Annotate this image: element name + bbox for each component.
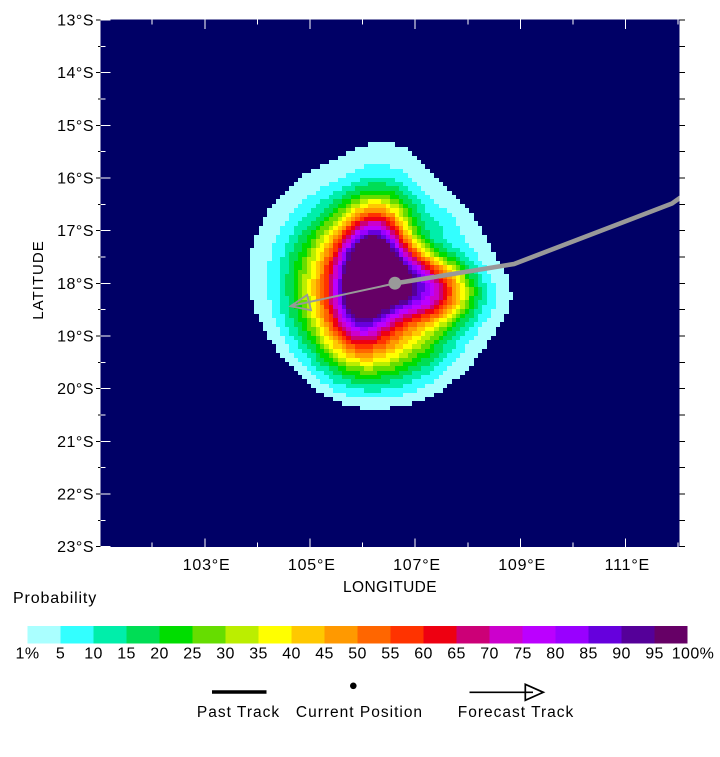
svg-text:15°S: 15°S — [57, 118, 94, 135]
svg-text:25: 25 — [183, 646, 202, 663]
svg-text:107°E: 107°E — [393, 557, 441, 574]
svg-text:5: 5 — [56, 646, 65, 663]
svg-text:65: 65 — [447, 646, 466, 663]
svg-text:16°S: 16°S — [57, 171, 94, 188]
svg-text:10: 10 — [84, 646, 103, 663]
svg-text:19°S: 19°S — [57, 329, 94, 346]
svg-text:109°E: 109°E — [498, 557, 546, 574]
svg-text:30: 30 — [216, 646, 235, 663]
svg-text:Forecast Track: Forecast Track — [458, 704, 575, 721]
svg-text:18°S: 18°S — [57, 276, 94, 293]
svg-text:Current Position: Current Position — [296, 704, 423, 721]
svg-text:95: 95 — [645, 646, 664, 663]
svg-text:90: 90 — [612, 646, 631, 663]
svg-text:85: 85 — [579, 646, 598, 663]
svg-text:13°S: 13°S — [57, 13, 94, 30]
svg-text:15: 15 — [117, 646, 136, 663]
svg-text:50: 50 — [348, 646, 367, 663]
svg-text:105°E: 105°E — [288, 557, 336, 574]
svg-text:23°S: 23°S — [57, 539, 94, 556]
svg-text:20: 20 — [150, 646, 169, 663]
svg-text:21°S: 21°S — [57, 434, 94, 451]
svg-text:20°S: 20°S — [57, 381, 94, 398]
svg-text:70: 70 — [480, 646, 499, 663]
svg-text:45: 45 — [315, 646, 334, 663]
svg-text:103°E: 103°E — [183, 557, 231, 574]
svg-text:75: 75 — [513, 646, 532, 663]
svg-text:17°S: 17°S — [57, 223, 94, 240]
svg-text:1%: 1% — [16, 646, 40, 663]
svg-text:Probability: Probability — [13, 590, 97, 607]
svg-text:100%: 100% — [672, 646, 715, 663]
svg-text:60: 60 — [414, 646, 433, 663]
svg-text:40: 40 — [282, 646, 301, 663]
svg-text:111°E: 111°E — [605, 557, 650, 574]
svg-text:80: 80 — [546, 646, 565, 663]
svg-text:LATITUDE: LATITUDE — [30, 240, 47, 319]
svg-text:14°S: 14°S — [57, 65, 94, 82]
svg-text:Past Track: Past Track — [197, 704, 280, 721]
svg-text:22°S: 22°S — [57, 486, 94, 503]
svg-text:55: 55 — [381, 646, 400, 663]
svg-text:LONGITUDE: LONGITUDE — [343, 579, 437, 596]
svg-text:35: 35 — [249, 646, 268, 663]
